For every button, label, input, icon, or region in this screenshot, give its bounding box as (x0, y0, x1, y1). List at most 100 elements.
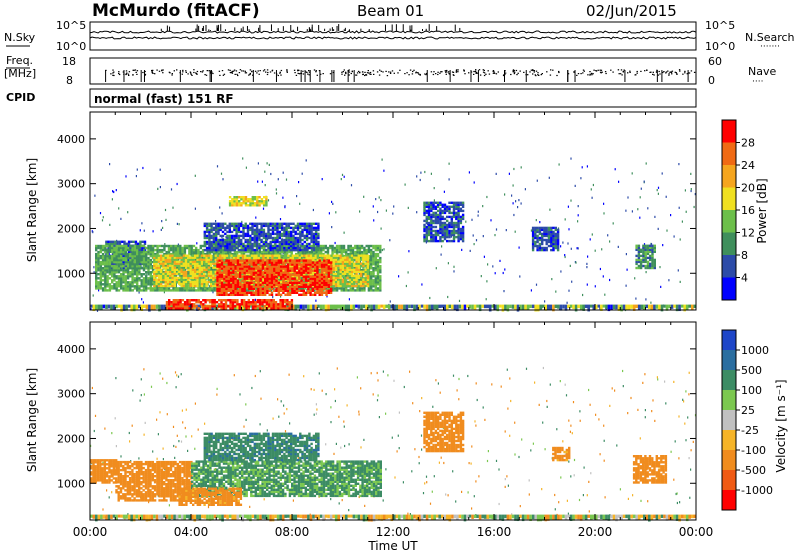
backscatter-cell (352, 249, 354, 251)
backscatter-cell (134, 287, 136, 289)
backscatter-cell (170, 245, 172, 247)
freq-dot (232, 73, 233, 74)
backscatter-cell (372, 267, 374, 269)
backscatter-cell (274, 255, 276, 257)
backscatter-cell (188, 287, 190, 289)
echo-speck (555, 291, 556, 293)
echo-speck (434, 199, 435, 201)
near-range-echo (161, 305, 164, 310)
echo-speck (102, 219, 103, 221)
freq-dot (197, 71, 198, 72)
echo-speck (670, 214, 671, 216)
near-range-echo (613, 305, 616, 309)
echo-speck (373, 219, 374, 221)
near-range-echo (527, 305, 530, 311)
echo-speck (127, 211, 128, 213)
echo-speck (482, 205, 483, 207)
echo-speck (282, 197, 283, 199)
echo-speck (112, 198, 113, 200)
freq-dot (621, 69, 622, 70)
backscatter-cell (122, 275, 124, 277)
near-range-echo (630, 305, 633, 309)
freq-dot (658, 75, 659, 76)
backscatter-cell (185, 281, 187, 283)
backscatter-cell (104, 255, 106, 257)
freq-dot (457, 69, 458, 70)
freq-dot (280, 75, 281, 76)
freq-dot (629, 72, 630, 73)
freq-dot (600, 70, 601, 71)
noise-search-dots: ······· (760, 42, 780, 52)
backscatter-cell (125, 245, 127, 247)
backscatter-cell (97, 251, 99, 253)
freq-dot (629, 71, 630, 72)
backscatter-cell (95, 287, 97, 289)
backscatter-cell (199, 279, 201, 281)
echo-speck (109, 163, 110, 165)
near-range-echo (312, 305, 315, 310)
backscatter-cell (153, 271, 155, 273)
near-range-echo (550, 305, 553, 310)
backscatter-cell (246, 255, 248, 257)
freq-dot (505, 73, 506, 74)
backscatter-cell (143, 273, 145, 275)
near-range-echo (363, 305, 366, 309)
echo-speck (268, 199, 269, 201)
backscatter-cell (375, 287, 377, 289)
echo-speck (284, 206, 285, 208)
backscatter-cell (244, 255, 246, 257)
echo-speck (331, 201, 332, 203)
echo-speck (217, 165, 218, 167)
freq-dot (605, 71, 606, 72)
echo-speck (146, 273, 147, 275)
near-range-echo (486, 305, 489, 309)
backscatter-cell (95, 245, 97, 247)
freq-dot (494, 73, 495, 74)
freq-dot (382, 71, 383, 72)
freq-dot (287, 72, 288, 73)
backscatter-cell (177, 249, 179, 251)
echo-speck (559, 163, 560, 165)
backscatter-cell (97, 263, 99, 265)
echo-speck (375, 198, 376, 200)
backscatter-cell (106, 289, 108, 291)
freq-dot (222, 70, 223, 71)
backscatter-cell (221, 255, 223, 257)
echo-speck (179, 223, 180, 225)
echo-speck (644, 181, 645, 183)
freq-dot (392, 70, 393, 71)
echo-speck (153, 230, 154, 232)
backscatter-cell (170, 289, 172, 291)
freq-dot (537, 72, 538, 73)
backscatter-cell (363, 247, 365, 249)
echo-speck (666, 196, 667, 198)
echo-speck (377, 211, 378, 213)
freq-dot (132, 74, 133, 75)
echo-speck (222, 212, 223, 214)
backscatter-cell (211, 287, 213, 289)
backscatter-cell (276, 255, 278, 257)
backscatter-cell (379, 265, 381, 267)
freq-dot (592, 73, 593, 74)
near-range-echo (421, 305, 424, 308)
echo-speck (504, 268, 505, 270)
near-range-echo (648, 305, 651, 309)
backscatter-cell (95, 253, 97, 255)
echo-speck (513, 202, 514, 204)
echo-speck (270, 173, 271, 175)
echo-speck (478, 211, 479, 213)
freq-dot (523, 72, 524, 73)
backscatter-cell (249, 255, 251, 257)
freq-dot (379, 70, 380, 71)
near-range-echo (688, 305, 691, 308)
backscatter-cell (346, 277, 348, 279)
backscatter-cell (194, 269, 196, 271)
backscatter-cell (354, 289, 356, 291)
backscatter-cell (102, 279, 104, 281)
backscatter-cell (193, 287, 195, 289)
backscatter-cell (340, 255, 342, 257)
echo-speck (658, 193, 659, 195)
freq-dot (248, 75, 249, 76)
echo-speck (593, 184, 594, 186)
backscatter-cell (141, 245, 143, 247)
